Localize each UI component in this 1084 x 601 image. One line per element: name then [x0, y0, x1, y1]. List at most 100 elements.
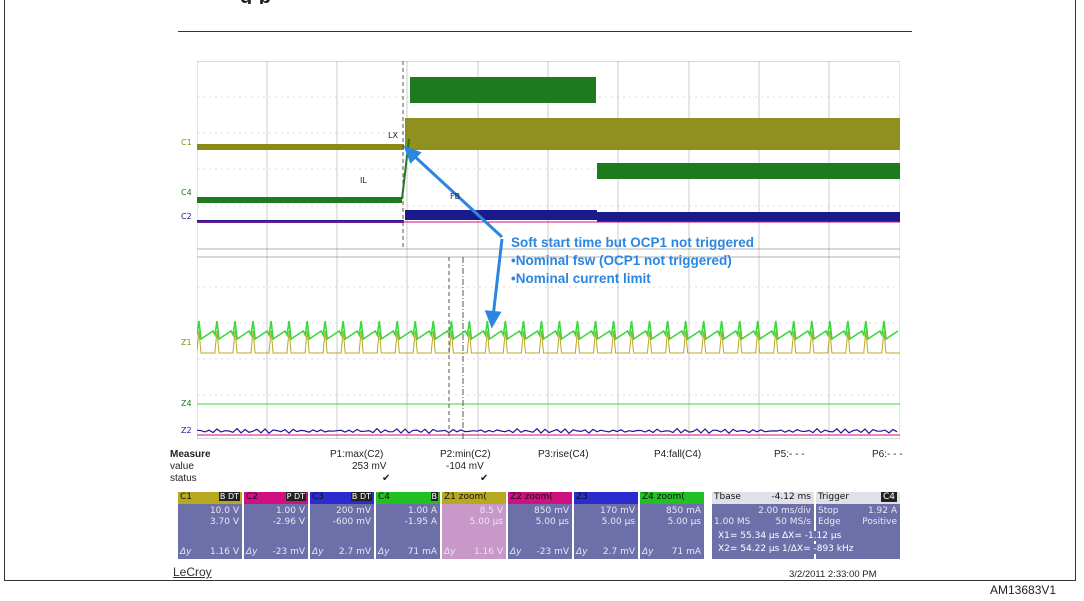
delta-y-value: -23 mV	[536, 547, 569, 557]
delta-y-value: 71 mA	[671, 547, 701, 557]
timebase-tile[interactable]: Tbase -4.12 ms 2.00 ms/div 1.00 MS 50 MS…	[712, 492, 814, 559]
timebase-label: Tbase	[714, 492, 741, 502]
timebase-per-div: 2.00 ms/div	[758, 506, 811, 516]
channel-tile-v2: 5.00 µs	[601, 517, 635, 527]
channel-tile[interactable]: Z1 zoom( 8.5 V 5.00 µs Δy 1.16 V	[442, 492, 506, 559]
channel-tile-name: Z4 zoom(	[642, 492, 685, 502]
annotation-line-2: •Nominal fsw (OCP1 not triggered)	[511, 253, 732, 268]
c1-marker: C1	[181, 138, 192, 147]
delta-y-label: Δy	[378, 547, 390, 557]
delta-y-value: 1.16 V	[209, 547, 239, 557]
param-name[interactable]: P3:rise(C4)	[538, 449, 589, 460]
channel-tile-v2: -600 mV	[332, 517, 371, 527]
il-label: IL	[360, 176, 367, 185]
channel-tile[interactable]: C4 B 1.00 A -1.95 A Δy 71 mA	[376, 492, 440, 559]
trigger-channel: C4	[880, 492, 897, 502]
channel-tile[interactable]: Z4 zoom(850 mA 5.00 µs Δy 71 mA	[640, 492, 704, 559]
param-name[interactable]: P5:- - -	[774, 449, 805, 460]
status-check-icon: ✔	[382, 473, 391, 484]
figure-frame	[4, 0, 1076, 581]
timebase-rate: 50 MS/s	[775, 517, 811, 527]
z1-marker: Z1	[181, 338, 192, 347]
c4-trace-mid	[597, 163, 900, 179]
channel-tile-v1: 850 mA	[666, 506, 701, 516]
channel-tile[interactable]: C3 B DT 200 mV -600 mV Δy 2.7 mV	[310, 492, 374, 559]
param-name[interactable]: P4:fall(C4)	[654, 449, 702, 460]
trigger-type: Edge	[818, 517, 841, 527]
c1-trace-low	[197, 144, 404, 150]
annotation-line-1: Soft start time but OCP1 not triggered	[511, 235, 755, 250]
measure-value-row: value 253 mV -104 mV	[170, 461, 910, 473]
delta-y-value: 71 mA	[407, 547, 437, 557]
status-check-icon: ✔	[480, 473, 489, 484]
c2-marker: C2	[181, 212, 192, 221]
trigger-mode: Stop	[818, 506, 839, 516]
channel-tile-v1: 8.5 V	[479, 506, 503, 516]
delta-y-value: 1.16 V	[473, 547, 503, 557]
trigger-tile[interactable]: Trigger C4 Stop 1.92 A Edge Positive ΔX=…	[782, 492, 900, 559]
measure-table: Measure P1:max(C2) P2:min(C2) P3:rise(C4…	[170, 449, 910, 489]
channel-tile-tag: B	[430, 492, 438, 501]
channel-tile-v2: 5.00 µs	[667, 517, 701, 527]
channel-tile-v2: 3.70 V	[209, 517, 239, 527]
trigger-level: 1.92 A	[867, 506, 897, 516]
param-name[interactable]: P1:max(C2)	[330, 449, 384, 460]
channel-tile-tag: P DT	[285, 492, 306, 501]
channel-tile[interactable]: Z3 170 mV 5.00 µs Δy 2.7 mV	[574, 492, 638, 559]
delta-y-value: 2.7 mV	[602, 547, 635, 557]
c3-trace	[405, 210, 597, 220]
cursor-x2: X2= 54.22 µs	[718, 544, 780, 554]
channel-tile[interactable]: C2 P DT 1.00 V -2.96 V Δy -23 mV	[244, 492, 308, 559]
channel-tile[interactable]: C1 B DT 10.0 V 3.70 V Δy 1.16 V	[178, 492, 242, 559]
channel-tile[interactable]: Z2 zoom( 850 mV 5.00 µs Δy -23 mV	[508, 492, 572, 559]
fb-label: FB	[450, 192, 461, 201]
delta-y-label: Δy	[576, 547, 588, 557]
delta-y-label: Δy	[444, 547, 456, 557]
channel-tile-name: C1	[180, 492, 193, 502]
trigger-slope: Positive	[862, 517, 897, 527]
channel-tile-v1: 1.00 V	[275, 506, 305, 516]
measure-status-row: status ✔ ✔	[170, 473, 910, 485]
param-name[interactable]: P2:min(C2)	[440, 449, 491, 460]
param-name[interactable]: P6:- - -	[872, 449, 903, 460]
channel-tile-name: C3	[312, 492, 325, 502]
figure-title-fragment: g p	[240, 0, 840, 4]
c1-trace-band	[405, 118, 900, 150]
z4-marker: Z4	[181, 399, 192, 408]
z2-marker: Z2	[181, 426, 192, 435]
measure-header: Measure	[170, 449, 211, 460]
channel-tile-v2: -2.96 V	[272, 517, 305, 527]
figure-code: AM13683V1	[990, 583, 1057, 597]
channel-tile-v1: 1.00 A	[407, 506, 437, 516]
lx-label: LX	[388, 131, 398, 140]
channel-tile-name: Z3	[576, 492, 588, 502]
trigger-label: Trigger	[818, 492, 850, 502]
brand-logo: LeCroy	[173, 565, 212, 579]
channel-tile-v1: 850 mV	[534, 506, 569, 516]
status-label: status	[170, 473, 197, 484]
channel-tile-name: C4	[378, 492, 391, 502]
channel-tile-tag: B DT	[218, 492, 240, 501]
c4-trace-low	[197, 197, 402, 203]
cursor-inv-dx: 1/ΔX= -893 kHz	[782, 544, 854, 554]
channel-tile-v1: 10.0 V	[209, 506, 239, 516]
annotation-callout: Soft start time but OCP1 not triggered •…	[511, 234, 831, 288]
channel-tile-name: Z1 zoom(	[444, 492, 487, 502]
timebase-offset: -4.12 ms	[771, 492, 811, 502]
channel-tile-name: Z2 zoom(	[510, 492, 553, 502]
channel-tile-v1: 200 mV	[336, 506, 371, 516]
cursor-x1: X1= 55.34 µs	[718, 531, 780, 541]
channel-tile-name: C2	[246, 492, 259, 502]
delta-y-label: Δy	[246, 547, 258, 557]
channel-tile-v2: -1.95 A	[404, 517, 437, 527]
channel-tile-v1: 170 mV	[600, 506, 635, 516]
value-label: value	[170, 461, 194, 472]
delta-y-label: Δy	[510, 547, 522, 557]
c4-trace-high	[410, 77, 596, 103]
channel-tile-v2: 5.00 µs	[535, 517, 569, 527]
c4-marker: C4	[181, 188, 192, 197]
channel-tile-v2: 5.00 µs	[469, 517, 503, 527]
annotation-line-3: •Nominal current limit	[511, 271, 651, 286]
timestamp: 3/2/2011 2:33:00 PM	[789, 569, 877, 580]
waveform-svg	[197, 61, 900, 439]
